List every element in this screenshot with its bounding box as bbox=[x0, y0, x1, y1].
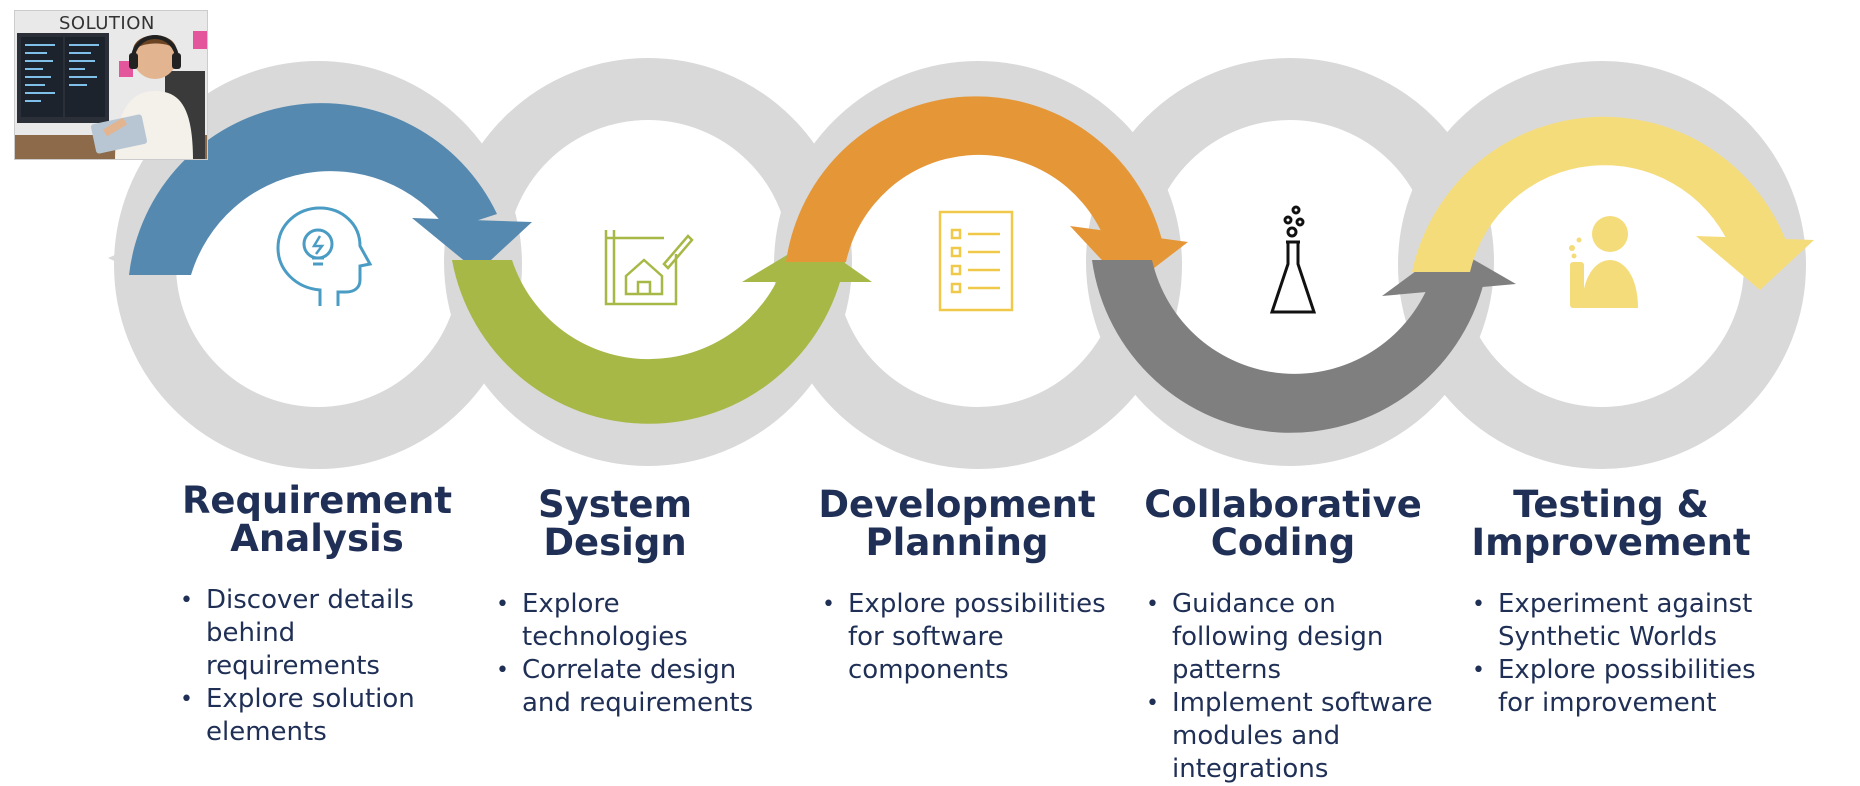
scientist-icon bbox=[1569, 216, 1638, 308]
bullet-item: Explore solution elements bbox=[180, 683, 436, 749]
house-blueprint-icon bbox=[604, 230, 694, 306]
stage-bullets: Guidance on following design patterns Im… bbox=[1146, 588, 1442, 786]
bullet-item: Explore possibilities for software compo… bbox=[822, 588, 1118, 687]
flask-icon bbox=[1269, 205, 1317, 314]
bullet-item: Explore technologies bbox=[496, 588, 772, 654]
stage-title: Development Planning bbox=[812, 486, 1102, 562]
stage-title: System Design bbox=[470, 486, 760, 562]
stage-collaborative-coding: Collaborative Coding Guidance on followi… bbox=[1144, 486, 1436, 786]
stage-title-line1: Testing & bbox=[1513, 483, 1709, 526]
stage-title-line2: Coding bbox=[1210, 521, 1356, 564]
stage-bullets: Explore possibilities for software compo… bbox=[822, 588, 1118, 687]
stage-title-line1: Development bbox=[818, 483, 1096, 526]
stage-title-line1: Requirement bbox=[181, 479, 453, 522]
stage-title-line1: System bbox=[537, 483, 693, 526]
orange-arrow bbox=[786, 96, 1188, 288]
stage-title: Collaborative Coding bbox=[1138, 486, 1428, 562]
stage-requirement-analysis: Requirement Analysis Discover details be… bbox=[172, 482, 462, 749]
developer-illustration bbox=[15, 11, 207, 159]
head-lightbulb-icon bbox=[276, 206, 373, 306]
stage-bullets: Experiment against Synthetic Worlds Expl… bbox=[1472, 588, 1788, 720]
stage-title-line2: Planning bbox=[865, 521, 1049, 564]
stage-bullets: Discover details behind requirements Exp… bbox=[180, 584, 436, 749]
checklist-icon bbox=[938, 210, 1014, 312]
developer-thumbnail-image: SOLUTION bbox=[14, 10, 208, 160]
bullet-item: Correlate design and requirements bbox=[496, 654, 772, 720]
stage-title: Requirement Analysis bbox=[172, 482, 462, 558]
stage-title-line2: Design bbox=[543, 521, 687, 564]
stage-title-line2: Improvement bbox=[1471, 521, 1751, 564]
stage-testing-improvement: Testing & Improvement Experiment against… bbox=[1466, 486, 1756, 720]
blue-arrow bbox=[129, 103, 532, 276]
stage-title: Testing & Improvement bbox=[1466, 486, 1756, 562]
yellow-arrow bbox=[1412, 116, 1814, 290]
bullet-item: Discover details behind requirements bbox=[180, 584, 436, 683]
stage-title-line2: Analysis bbox=[230, 517, 404, 560]
stage-system-design: System Design Explore technologies Corre… bbox=[490, 486, 780, 720]
bullet-item: Implement software modules and integrati… bbox=[1146, 687, 1442, 786]
bullet-item: Experiment against Synthetic Worlds bbox=[1472, 588, 1788, 654]
bullet-item: Explore possibilities for improvement bbox=[1472, 654, 1788, 720]
stage-title-line1: Collaborative bbox=[1144, 483, 1422, 526]
thumbnail-label: SOLUTION bbox=[59, 13, 155, 34]
stage-development-planning: Development Planning Explore possibiliti… bbox=[818, 486, 1112, 687]
stage-bullets: Explore technologies Correlate design an… bbox=[496, 588, 772, 720]
bullet-item: Guidance on following design patterns bbox=[1146, 588, 1442, 687]
